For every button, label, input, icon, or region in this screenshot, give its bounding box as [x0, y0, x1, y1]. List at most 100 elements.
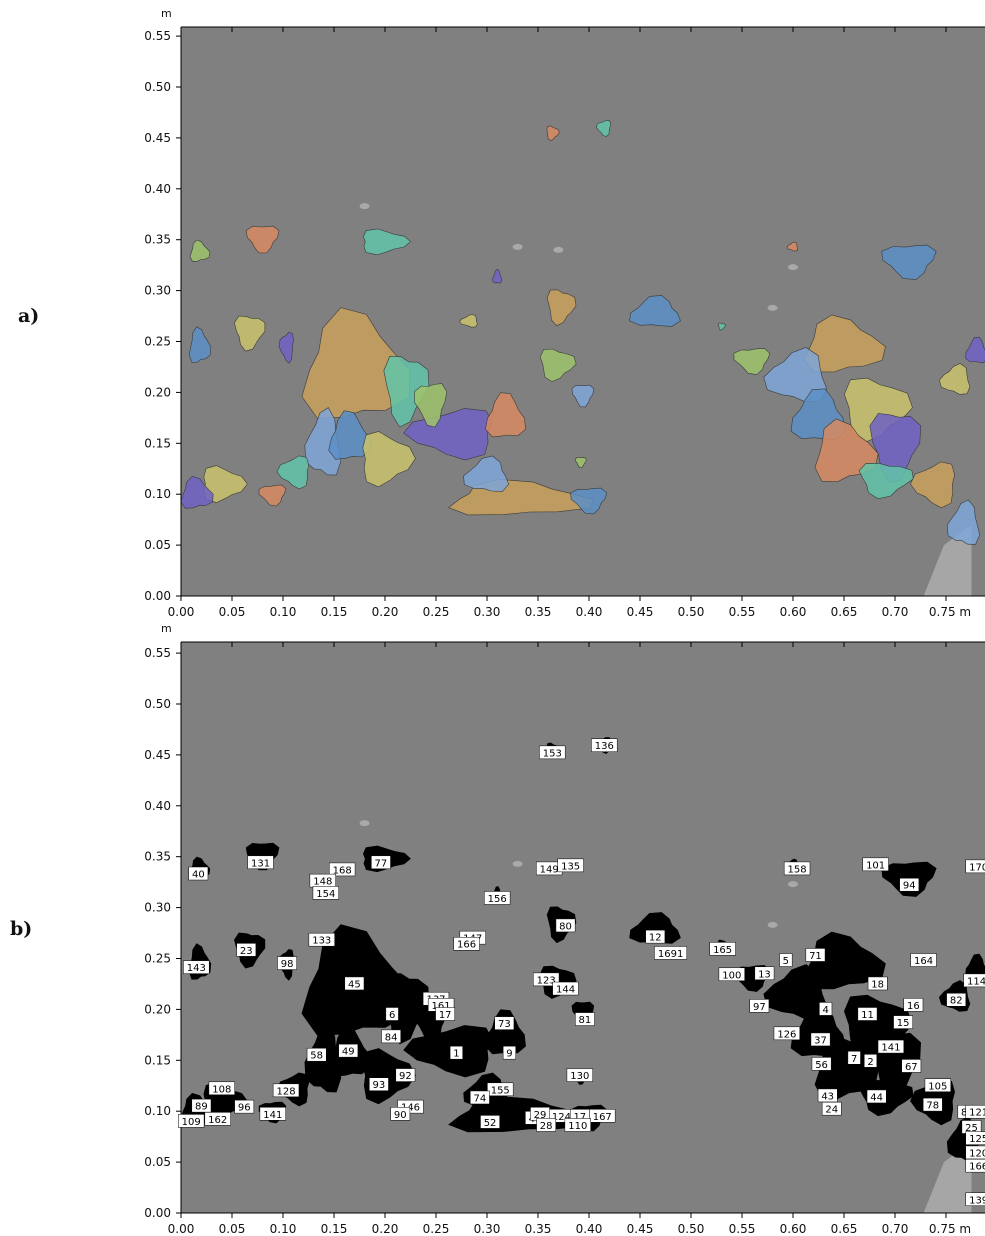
- light-patch: [512, 860, 523, 867]
- region-label: 120: [969, 1148, 985, 1159]
- y-tick-label: 0.45: [144, 131, 171, 145]
- region-label-box: [502, 1045, 516, 1060]
- region-label: 49: [342, 1047, 355, 1058]
- region-label-box: [654, 946, 688, 960]
- x-tick-label: 0.50: [678, 1222, 705, 1236]
- segment-region: [188, 326, 212, 363]
- x-tick-label: 0.25: [423, 1222, 450, 1236]
- region-label: 77: [375, 858, 388, 869]
- region-label-box: [821, 1101, 842, 1116]
- region-label: 37: [814, 1035, 827, 1046]
- region-label: 24: [825, 1105, 838, 1116]
- region-label-box: [863, 1054, 878, 1068]
- y-tick-label: 0.00: [144, 1206, 171, 1220]
- x-tick-label: 0.70: [882, 1222, 909, 1236]
- region-label-box: [963, 973, 985, 988]
- x-end-label: 0.75 m: [929, 605, 971, 619]
- y-tick-label: 0.40: [144, 799, 171, 813]
- region-label: 144: [556, 985, 575, 996]
- region-label: 96: [238, 1103, 251, 1114]
- region-label-box: [247, 855, 274, 870]
- region-label: 114: [967, 976, 985, 987]
- region-label-box: [484, 891, 511, 905]
- region-label: 100: [722, 970, 741, 981]
- y-tick-label: 0.50: [144, 697, 171, 711]
- region-label: 18: [871, 979, 884, 990]
- segment-region: [910, 461, 956, 509]
- region-label: 167: [593, 1112, 612, 1123]
- y-tick-label: 0.20: [144, 1002, 171, 1016]
- region-label-box: [557, 858, 584, 873]
- region-label-box: [390, 1107, 411, 1121]
- region-label: 94: [903, 881, 916, 892]
- y-unit-label: m: [161, 622, 172, 635]
- segment-region: [383, 355, 430, 428]
- segment-region: [189, 239, 211, 262]
- region-label: 141: [263, 1110, 282, 1121]
- segment-region: [258, 484, 287, 507]
- segment-region: [733, 348, 771, 375]
- segment-region: [575, 456, 587, 468]
- x-tick-label: 0.20: [372, 1222, 399, 1236]
- region-label: 153: [543, 748, 562, 759]
- segment-region: [383, 972, 430, 1045]
- segment-region: [546, 289, 577, 327]
- region-label-box: [453, 936, 480, 951]
- region-label-box: [539, 745, 566, 760]
- y-tick-label: 0.30: [144, 901, 171, 915]
- y-tick-label: 0.40: [144, 182, 171, 196]
- segment-region: [203, 465, 248, 503]
- region-label: 58: [310, 1051, 323, 1062]
- y-tick-label: 0.30: [144, 284, 171, 298]
- region-label-box: [204, 1112, 231, 1126]
- y-tick-label: 0.20: [144, 385, 171, 399]
- region-label: 84: [385, 1032, 398, 1043]
- segment-region: [814, 418, 879, 483]
- region-label: 92: [399, 1071, 412, 1082]
- x-tick-label: 0.15: [321, 605, 348, 619]
- region-label-box: [819, 1002, 833, 1016]
- x-tick-label: 0.35: [525, 1222, 552, 1236]
- x-tick-label: 0.15: [321, 1222, 348, 1236]
- x-tick-label: 0.00: [168, 1222, 195, 1236]
- region-label-box: [371, 855, 391, 870]
- y-tick-label: 0.25: [144, 952, 171, 966]
- region-label-box: [866, 1089, 887, 1104]
- region-label-box: [965, 1104, 985, 1119]
- region-label-box: [183, 960, 210, 974]
- region-label: 97: [753, 1002, 766, 1013]
- light-patch: [788, 881, 798, 888]
- light-patch: [359, 820, 370, 827]
- region-label: 1691: [658, 949, 683, 960]
- region-label-box: [564, 1118, 591, 1132]
- segment-region: [414, 383, 448, 428]
- segment-region: [965, 336, 985, 364]
- y-tick-label: 0.15: [144, 436, 171, 450]
- y-tick-label: 0.00: [144, 589, 171, 603]
- region-label: 11: [861, 1010, 874, 1021]
- region-label-box: [862, 857, 889, 872]
- segment-region: [245, 225, 280, 254]
- y-tick-label: 0.05: [144, 1155, 171, 1169]
- region-label-box: [779, 953, 793, 967]
- region-label: 149: [540, 864, 559, 875]
- region-label-box: [910, 953, 937, 967]
- region-label-box: [536, 1118, 557, 1132]
- region-label-box: [899, 877, 920, 892]
- region-label-box: [749, 999, 770, 1013]
- region-label: 165: [713, 945, 732, 956]
- region-label-box: [901, 1059, 922, 1073]
- segment-region: [546, 125, 560, 141]
- region-label-box: [903, 998, 924, 1012]
- x-tick-label: 0.65: [831, 605, 858, 619]
- region-label-box: [277, 956, 297, 970]
- region-label: 16: [907, 1001, 920, 1012]
- region-label-box: [589, 1109, 616, 1123]
- region-label: 130: [570, 1071, 589, 1082]
- x-tick-label: 0.45: [627, 605, 654, 619]
- region-label: 98: [281, 959, 294, 970]
- region-label-box: [259, 1107, 286, 1121]
- grey-region: [923, 524, 972, 596]
- region-label-box: [811, 1057, 832, 1071]
- region-label: 17: [573, 1112, 586, 1123]
